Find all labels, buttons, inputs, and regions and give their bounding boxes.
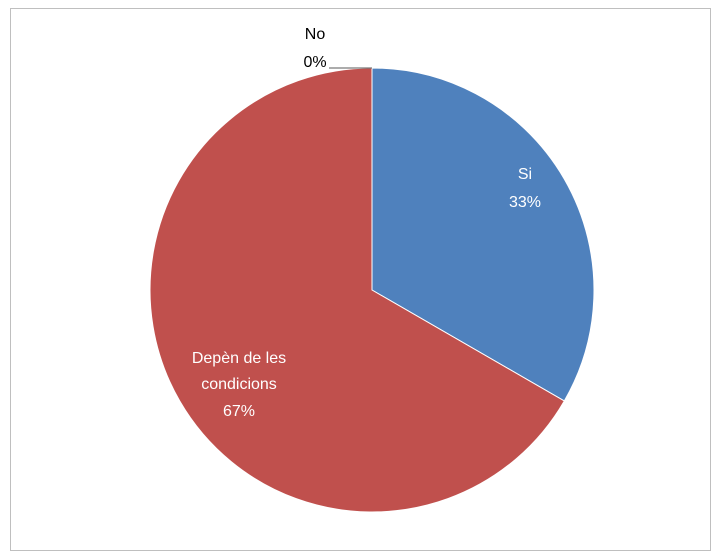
pie-slices	[149, 67, 595, 513]
slice-label-depen-line-2: condicions	[201, 376, 277, 393]
slice-label-depen-line-1: Depèn de les	[192, 350, 286, 367]
pie-slice-si	[371, 67, 595, 402]
slice-label-si: Si	[518, 166, 532, 183]
slice-percent-si: 33%	[509, 194, 541, 211]
slice-label-no: No	[305, 26, 326, 43]
slice-percent-no: 0%	[303, 54, 326, 71]
pie-slice-dep-n-de-les-condicions	[149, 67, 565, 513]
slice-percent-depen: 67%	[223, 403, 255, 420]
pie-chart: Si 33% Depèn de les condicions 67% No 0%	[149, 26, 595, 513]
chart-area: Si 33% Depèn de les condicions 67% No 0%	[10, 8, 711, 551]
